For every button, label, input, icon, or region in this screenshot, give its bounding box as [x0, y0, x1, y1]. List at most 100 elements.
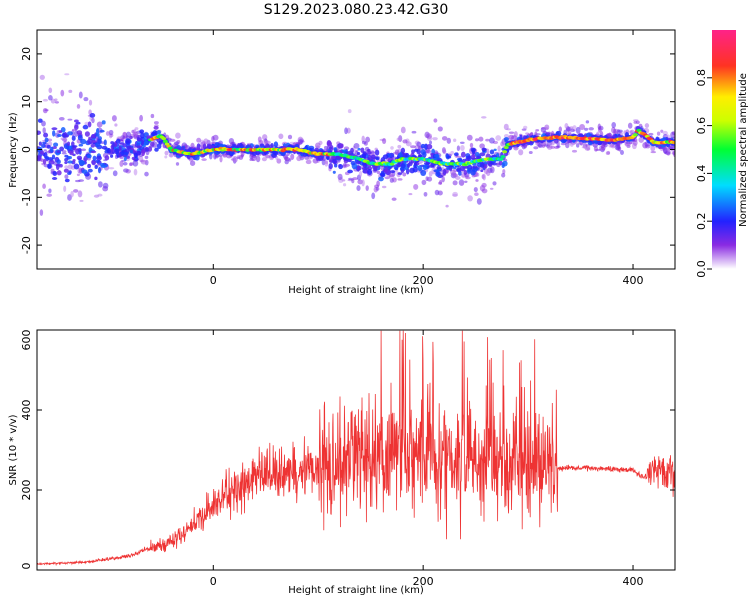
heatmap-cell [400, 163, 406, 169]
heatmap-cell [90, 144, 95, 148]
heatmap-cell [376, 180, 380, 187]
heatmap-cell [357, 147, 361, 151]
heatmap-cell [375, 187, 380, 191]
heatmap-cell [67, 171, 72, 176]
heatmap-cell [460, 165, 466, 172]
heatmap-cell [361, 179, 365, 187]
heatmap-cell [480, 169, 484, 172]
heatmap-cell [365, 185, 369, 191]
heatmap-cell [420, 149, 426, 155]
heatmap-cell [82, 124, 89, 130]
heatmap-cell [476, 198, 482, 205]
heatmap-cell [73, 189, 79, 193]
heatmap-cell [356, 165, 360, 172]
heatmap-cell [61, 150, 67, 153]
heatmap-cell [642, 142, 648, 149]
heatmap-cell [323, 145, 329, 150]
colorbar-gradient [712, 30, 736, 269]
heatmap-cell [219, 155, 223, 163]
heatmap-cell [344, 127, 348, 135]
heatmap-cell [400, 147, 406, 154]
heatmap-cell [427, 176, 433, 182]
heatmap-cell [133, 168, 138, 176]
heatmap-cell [56, 170, 62, 176]
heatmap-cell [476, 156, 482, 160]
heatmap-cell [261, 157, 267, 162]
heatmap-cell [37, 118, 43, 123]
heatmap-cell [447, 155, 452, 159]
heatmap-cell [353, 143, 360, 149]
heatmap-cell [361, 135, 365, 143]
heatmap-cell [232, 155, 238, 163]
heatmap-cell [334, 163, 338, 168]
heatmap-cell [464, 158, 470, 162]
heatmap-cell [255, 155, 261, 163]
heatmap-cell [521, 128, 527, 131]
spectrogram-heatmap [37, 73, 675, 216]
heatmap-cell [57, 134, 62, 137]
heatmap-cell [50, 98, 56, 104]
heatmap-cell [328, 146, 333, 150]
snr-panel: 0 200 400 0 200 400 600 Height of straight lin… [8, 329, 676, 596]
heatmap-cell [481, 188, 488, 194]
heatmap-cell [488, 137, 495, 144]
heatmap-cell [53, 142, 59, 147]
heatmap-cell [495, 135, 502, 141]
heatmap-cell [88, 99, 93, 106]
heatmap-cell [455, 176, 461, 180]
heatmap-cell [141, 150, 145, 157]
heatmap-cell [337, 173, 343, 181]
heatmap-cell [348, 177, 353, 181]
heatmap-cell [60, 137, 66, 141]
heatmap-cell [332, 170, 336, 174]
heatmap-cell [209, 145, 215, 149]
heatmap-cell [486, 160, 493, 166]
heatmap-cell [67, 118, 73, 121]
heatmap-cell [43, 132, 49, 138]
colorbar: 0.0 0.2 0.4 0.6 0.8 Normalized spectral ampl… [695, 30, 749, 278]
heatmap-cell [522, 135, 528, 140]
heatmap-cell [382, 138, 387, 144]
heatmap-cell [428, 140, 433, 145]
heatmap-cell [151, 131, 157, 136]
heatmap-cell [333, 147, 338, 152]
heatmap-cell [67, 155, 72, 160]
heatmap-cell [60, 127, 66, 133]
heatmap-cell [108, 129, 114, 136]
heatmap-cell [174, 141, 180, 146]
heatmap-cell [273, 141, 279, 148]
heatmap-cell [332, 158, 337, 165]
heatmap-cell [460, 181, 465, 186]
heatmap-cell [42, 158, 47, 165]
heatmap-cell [620, 150, 624, 155]
heatmap-cell [633, 120, 638, 124]
heatmap-cell [328, 158, 333, 163]
heatmap-cell [423, 191, 428, 197]
heatmap-cell [453, 138, 457, 143]
heatmap-cell [74, 119, 79, 123]
heatmap-cell [77, 148, 82, 152]
heatmap-cell [76, 104, 81, 109]
heatmap-cell [625, 141, 630, 144]
heatmap-cell [465, 176, 471, 180]
heatmap-cell [362, 162, 367, 166]
heatmap-cell [376, 170, 381, 175]
heatmap-cell [617, 129, 623, 133]
heatmap-cell [214, 155, 219, 159]
heatmap-cell [475, 172, 480, 177]
heatmap-cell [49, 146, 54, 153]
snr-xlabel: Height of straight line (km) [288, 585, 424, 596]
heatmap-cell [508, 131, 515, 134]
heatmap-cell [482, 173, 486, 181]
heatmap-cell [485, 138, 490, 142]
heatmap-cell [326, 141, 333, 147]
heatmap-cell [434, 189, 440, 196]
heatmap-cell [78, 143, 84, 147]
heatmap-cell [41, 143, 46, 148]
heatmap-cell [342, 163, 347, 168]
heatmap-cell [375, 157, 380, 161]
heatmap-cell [79, 199, 84, 202]
heatmap-cell [430, 152, 434, 156]
heatmap-cell [492, 181, 497, 186]
heatmap-cell [94, 176, 98, 181]
